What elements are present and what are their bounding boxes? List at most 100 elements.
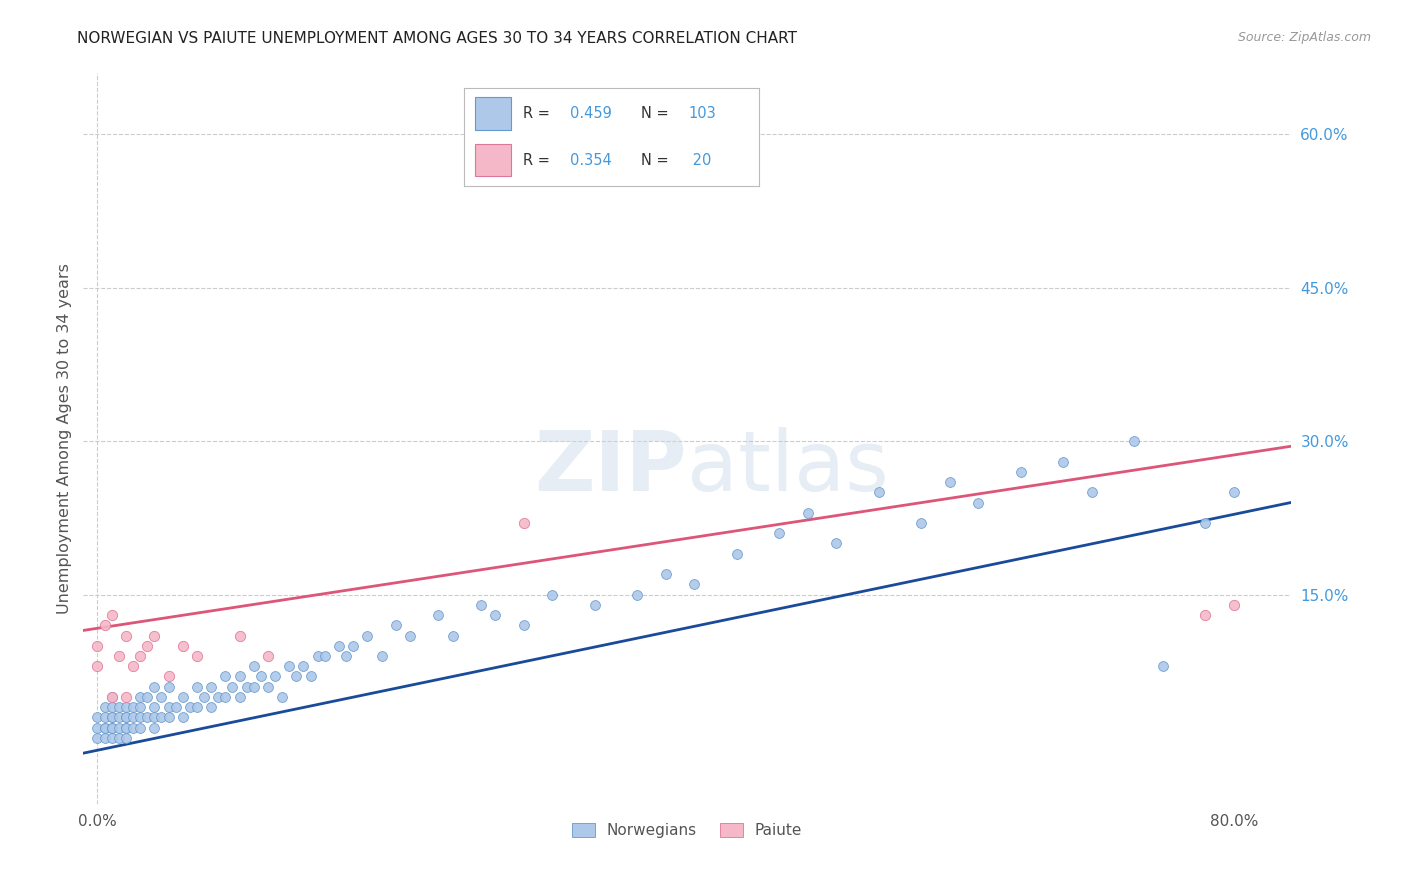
Point <box>86 731 108 745</box>
Point <box>129 700 152 714</box>
Point <box>207 690 229 704</box>
Point <box>314 648 336 663</box>
Point <box>512 618 534 632</box>
Point <box>157 710 180 724</box>
Point <box>86 639 108 653</box>
Point <box>654 567 676 582</box>
Point <box>335 648 357 663</box>
Point <box>484 608 506 623</box>
Point <box>172 710 194 724</box>
Point <box>157 669 180 683</box>
Legend: Norwegians, Paiute: Norwegians, Paiute <box>565 817 808 844</box>
Point <box>1223 598 1246 612</box>
Point <box>115 721 138 735</box>
Point <box>143 700 166 714</box>
Point <box>541 588 564 602</box>
Text: atlas: atlas <box>688 427 889 508</box>
Point <box>1052 455 1074 469</box>
Point <box>157 700 180 714</box>
Point <box>100 690 122 704</box>
Point <box>910 516 932 530</box>
Point <box>271 690 294 704</box>
Point <box>143 680 166 694</box>
Point <box>186 700 208 714</box>
Point <box>427 608 450 623</box>
Point <box>86 710 108 724</box>
Text: NORWEGIAN VS PAIUTE UNEMPLOYMENT AMONG AGES 30 TO 34 YEARS CORRELATION CHART: NORWEGIAN VS PAIUTE UNEMPLOYMENT AMONG A… <box>77 31 797 46</box>
Point <box>228 669 250 683</box>
Point <box>115 690 138 704</box>
Point <box>100 731 122 745</box>
Text: Source: ZipAtlas.com: Source: ZipAtlas.com <box>1237 31 1371 45</box>
Point <box>115 700 138 714</box>
Point <box>93 710 115 724</box>
Point <box>307 648 329 663</box>
Point <box>129 710 152 724</box>
Point <box>292 659 315 673</box>
Point <box>136 710 159 724</box>
Point <box>1223 485 1246 500</box>
Point <box>228 628 250 642</box>
Point <box>967 495 990 509</box>
Point <box>1194 608 1216 623</box>
Point <box>214 669 236 683</box>
Point <box>136 639 159 653</box>
Point <box>129 721 152 735</box>
Point <box>683 577 706 591</box>
Point <box>328 639 350 653</box>
Point <box>370 648 392 663</box>
Point <box>86 721 108 735</box>
Point <box>768 526 790 541</box>
Point <box>115 710 138 724</box>
Point <box>107 731 129 745</box>
Point <box>179 700 201 714</box>
Point <box>384 618 406 632</box>
Point <box>299 669 322 683</box>
Point <box>938 475 960 489</box>
Point <box>136 690 159 704</box>
Point <box>107 648 129 663</box>
Point <box>228 690 250 704</box>
Point <box>1194 516 1216 530</box>
Text: ZIP: ZIP <box>534 427 688 508</box>
Point <box>93 721 115 735</box>
Point <box>242 680 264 694</box>
Point <box>165 700 187 714</box>
Point <box>257 648 280 663</box>
Point <box>221 680 243 694</box>
Point <box>115 628 138 642</box>
Point <box>122 710 145 724</box>
Point <box>470 598 492 612</box>
Point <box>100 721 122 735</box>
Point <box>1123 434 1146 449</box>
Point <box>122 659 145 673</box>
Point <box>796 506 818 520</box>
Point <box>257 680 280 694</box>
Point <box>100 710 122 724</box>
Point <box>93 700 115 714</box>
Point <box>186 680 208 694</box>
Point <box>725 547 748 561</box>
Point <box>200 700 222 714</box>
Point <box>107 710 129 724</box>
Point <box>250 669 273 683</box>
Point <box>143 721 166 735</box>
Point <box>129 690 152 704</box>
Point <box>115 710 138 724</box>
Point <box>172 690 194 704</box>
Point <box>441 628 464 642</box>
Point <box>264 669 287 683</box>
Point <box>825 536 848 550</box>
Point <box>93 618 115 632</box>
Point <box>93 731 115 745</box>
Point <box>193 690 215 704</box>
Point <box>1152 659 1174 673</box>
Point <box>115 721 138 735</box>
Point <box>150 690 173 704</box>
Point <box>1010 465 1032 479</box>
Point <box>200 680 222 694</box>
Point <box>107 700 129 714</box>
Point <box>278 659 301 673</box>
Point <box>100 721 122 735</box>
Point <box>115 731 138 745</box>
